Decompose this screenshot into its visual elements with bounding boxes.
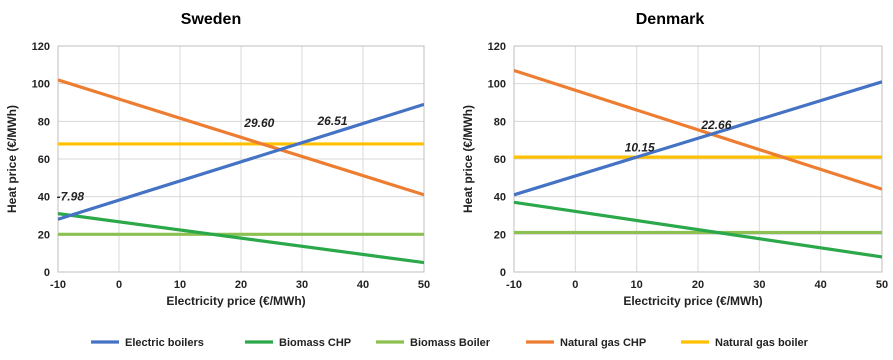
legend-label: Natural gas boiler	[715, 337, 809, 349]
legend-label: Biomass CHP	[279, 337, 351, 349]
annotation-label: 10.15	[625, 140, 655, 154]
x-tick-label: 30	[296, 279, 308, 291]
series-line-natural-gas-chp	[58, 78, 424, 197]
plot-frame	[57, 45, 425, 273]
y-tick-label: 80	[38, 116, 50, 128]
legend-item: Electric boilers	[91, 337, 204, 349]
legend-item: Biomass CHP	[245, 337, 351, 349]
legend-label: Natural gas CHP	[560, 337, 646, 349]
legend-label: Biomass Boiler	[410, 337, 491, 349]
annotation-label: 29.60	[243, 116, 274, 130]
x-tick-label: 40	[815, 279, 827, 291]
x-tick-label: 50	[876, 279, 888, 291]
legend: Electric boilers Biomass CHP Biomass Boile…	[91, 337, 809, 349]
annotation-label: -7.98	[57, 189, 85, 203]
x-tick-label: 30	[753, 279, 765, 291]
y-tick-label: 60	[38, 154, 50, 166]
y-tick-label: 40	[38, 192, 50, 204]
y-tick-label: 0	[44, 267, 50, 279]
series-line-electric-boilers	[58, 102, 424, 221]
y-tick-label: 100	[488, 79, 506, 91]
y-tick-label: 120	[488, 41, 506, 53]
chart-title: Denmark	[636, 11, 705, 28]
plot-frame	[513, 45, 883, 273]
x-tick-label: 0	[572, 279, 578, 291]
x-axis-label: Electricity price (€/MWh)	[166, 294, 305, 308]
y-tick-label: 100	[32, 79, 50, 91]
legend-label: Electric boilers	[125, 337, 204, 349]
x-tick-label: -10	[50, 279, 66, 291]
y-tick-label: 40	[494, 192, 506, 204]
y-tick-label: 80	[494, 116, 506, 128]
series-line-biomass-chp	[514, 200, 882, 259]
chart-title: Sweden	[181, 11, 241, 28]
series-line-biomass-chp	[58, 212, 424, 265]
x-tick-label: 50	[418, 279, 430, 291]
annotation-label: 26.51	[316, 114, 347, 128]
y-tick-label: 120	[32, 41, 50, 53]
x-tick-label: 20	[692, 279, 704, 291]
annotation-label: 22.66	[700, 118, 731, 132]
x-tick-label: 40	[357, 279, 369, 291]
series-line-natural-gas-chp	[514, 68, 882, 191]
y-axis-label: Heat price (€/MWh)	[461, 105, 475, 213]
legend-item: Natural gas CHP	[526, 337, 646, 349]
y-tick-label: 0	[500, 267, 506, 279]
legend-item: Natural gas boiler	[681, 337, 809, 349]
series-line-electric-boilers	[514, 80, 882, 197]
y-tick-label: 20	[494, 229, 506, 241]
x-tick-label: -10	[506, 279, 522, 291]
legend-item: Biomass Boiler	[376, 337, 491, 349]
y-axis-label: Heat price (€/MWh)	[5, 105, 19, 213]
y-tick-label: 60	[494, 154, 506, 166]
y-tick-label: 20	[38, 229, 50, 241]
x-tick-label: 0	[116, 279, 122, 291]
x-tick-label: 20	[235, 279, 247, 291]
x-tick-label: 10	[631, 279, 643, 291]
x-tick-label: 10	[174, 279, 186, 291]
x-axis-label: Electricity price (€/MWh)	[623, 294, 762, 308]
